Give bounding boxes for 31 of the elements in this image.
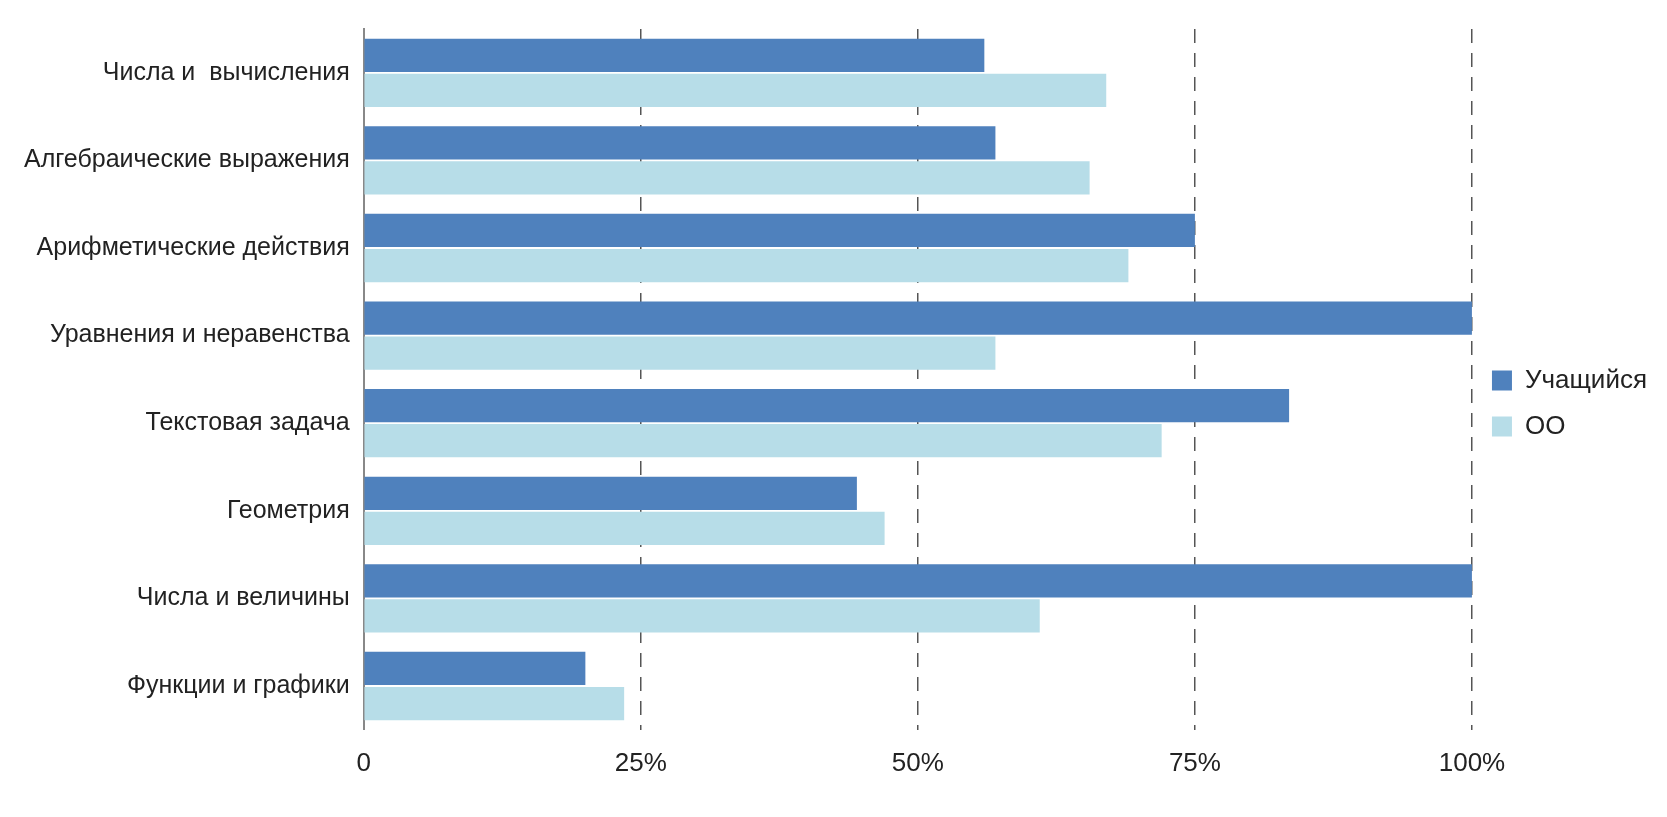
bar [364,511,885,545]
y-tick-label: Алгебраические выражения [23,144,350,173]
bar [364,476,857,510]
legend-label: Учащийся [1524,363,1648,394]
x-tick-label: 0 [356,746,371,777]
x-tick-label: 100% [1438,746,1506,777]
bar [364,213,1195,248]
bar [364,248,1129,283]
bar [364,651,586,686]
x-tick-label: 75% [1168,746,1221,777]
bar [364,336,996,370]
y-tick-label: Текстовая задача [145,407,350,436]
bar [364,599,1040,633]
bar [364,389,1290,423]
bar [364,564,1472,598]
bar [364,424,1162,458]
bar [364,38,985,72]
bar [364,301,1472,335]
x-tick-label: 50% [891,746,944,777]
y-tick-label: Числа и величины [136,582,350,611]
bar [364,686,625,721]
y-tick-label: Функции и графики [127,669,350,698]
bar [364,73,1107,107]
y-tick-label: Уравнения и неравенства [49,319,350,348]
y-tick-label: Числа и вычисления [102,56,350,85]
y-tick-label: Арифметические действия [36,231,350,260]
bar [364,161,1090,195]
x-tick-label: 25% [614,746,667,777]
y-tick-label: Геометрия [226,494,350,523]
legend-label: ОО [1524,409,1566,440]
bar [364,126,996,160]
